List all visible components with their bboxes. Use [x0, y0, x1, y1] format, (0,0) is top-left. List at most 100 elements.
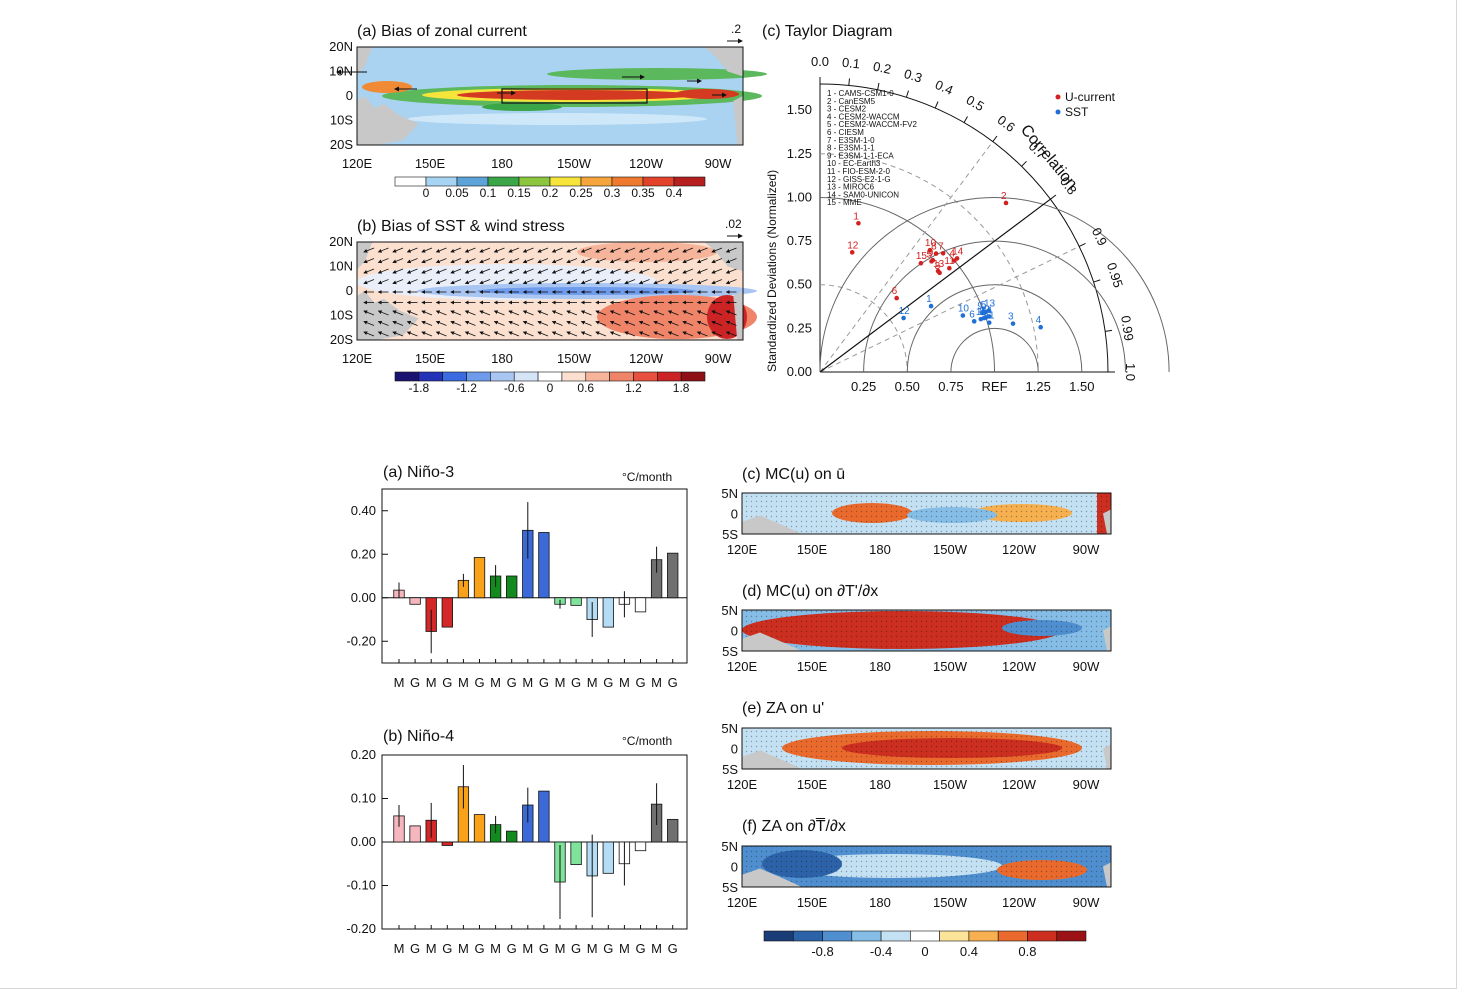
category-label: G: [474, 941, 484, 956]
lat-axis-labels: 20N 10N 0 10S 20S: [329, 39, 353, 152]
wind-stress-vector: [638, 268, 650, 274]
map-border: [741, 845, 1112, 888]
category-label: M: [458, 675, 469, 690]
taylor-y-tick: 1.50: [787, 102, 812, 117]
wind-stress-vector: [363, 247, 375, 253]
wind-stress-vector: [609, 320, 621, 326]
corr-label: 0.5: [964, 92, 987, 114]
colorbar-swatch: [968, 930, 999, 942]
bar: [538, 532, 550, 599]
wind-stress-vector: [580, 331, 592, 337]
lat-label: 10S: [330, 308, 353, 323]
colorbar-label: 0.25: [569, 186, 593, 200]
bar: [473, 557, 486, 599]
lon-label: 90W: [1073, 777, 1100, 792]
wind-stress-vector: [522, 247, 534, 253]
wind-stress-vector: [435, 258, 447, 264]
wind-stress-vector: [580, 310, 592, 316]
point-label: 15: [916, 251, 928, 262]
model-entry: 8 - E3SM-1-1: [827, 144, 875, 153]
wind-stress-vector: [450, 279, 462, 285]
point-label: 9: [977, 301, 983, 312]
wind-stress-vector: [464, 320, 476, 326]
significance-stippling: [742, 728, 1111, 769]
wind-stress-vector: [421, 320, 433, 326]
point-label: 6: [892, 286, 898, 297]
model-entry: 13 - MIROC6: [827, 183, 875, 192]
point-label: 5: [927, 249, 933, 260]
category-label: M: [522, 941, 533, 956]
wind-stress-vector: [508, 331, 520, 337]
colorbar-label: 0.8: [1018, 944, 1036, 959]
wind-stress-vector: [624, 247, 636, 253]
wind-stress-vector: [551, 331, 563, 337]
y-tick-label: 0.00: [351, 834, 376, 849]
u-current-point: [927, 247, 933, 253]
wind-stress-vector: [493, 268, 505, 274]
current-band-east: [675, 89, 739, 99]
corr-label: 0.2: [872, 59, 893, 77]
wind-stress-vector: [479, 279, 491, 285]
sst-point: [960, 313, 966, 318]
wind-stress-vector: [595, 320, 607, 326]
wind-stress-vector: [406, 279, 418, 285]
wind-stress-vector: [522, 268, 534, 274]
legend-marker: [1055, 94, 1061, 100]
wind-stress-vector: [667, 247, 679, 253]
category-label: M: [522, 675, 533, 690]
taylor-y-tick: 0.00: [787, 364, 812, 379]
colorbar-label: 0.2: [542, 186, 559, 200]
panel-e-title: (e) ZA on u': [742, 700, 824, 717]
map-border: [741, 727, 1112, 770]
lon-label: 150W: [933, 777, 968, 792]
corr-label: 0.99: [1118, 315, 1136, 342]
wind-stress-vector: [537, 279, 549, 285]
sst-point: [1010, 321, 1016, 326]
lon-label: 150W: [933, 542, 968, 557]
wind-stress-vector: [725, 268, 737, 274]
wind-stress-vector: [377, 258, 389, 264]
colorbar-label: 0.1: [480, 186, 497, 200]
wind-stress-vector: [377, 268, 389, 274]
lat-label: 5N: [721, 721, 738, 736]
bar: [409, 597, 421, 605]
wind-stress-vector: [522, 320, 534, 326]
lat-label: 10S: [330, 113, 353, 128]
y-tick-label: 0.00: [351, 590, 376, 605]
colorbar-swatch: [642, 176, 675, 187]
wind-stress-vector: [667, 268, 679, 274]
point-label: 12: [847, 240, 859, 251]
wind-stress-vector: [624, 310, 636, 316]
wind-stress-vector: [682, 331, 694, 337]
panel-f-title: (f) ZA on ∂T̅/∂x: [742, 817, 846, 835]
land-maritime-continent: [742, 515, 802, 534]
wind-stress-vector: [392, 268, 404, 274]
wind-stress-vector: [682, 310, 694, 316]
wind-stress-vector: [450, 247, 462, 253]
wind-stress-vector: [508, 320, 520, 326]
wind-stress-vector: [464, 247, 476, 253]
wind-stress-vector: [682, 268, 694, 274]
bar: [602, 841, 614, 874]
point-label: 8: [931, 242, 937, 253]
corr-label: 0.6: [995, 112, 1018, 135]
lon-label: 150E: [415, 156, 446, 171]
lat-axis-labels-b: 20N 10N 0 10S 20S: [329, 234, 353, 347]
wind-stress-vector: [493, 247, 505, 253]
map-border: [356, 46, 744, 146]
wind-stress-vector: [377, 331, 389, 337]
category-label: M: [555, 675, 566, 690]
corr-label: 0.9: [1089, 225, 1110, 248]
wind-stress-vector: [392, 258, 404, 264]
wind-stress-vector: [682, 258, 694, 264]
colorbar-swatch: [880, 930, 911, 942]
category-label: M: [587, 941, 598, 956]
bar: [506, 830, 518, 843]
lat-label: 20N: [329, 234, 353, 249]
colorbar-label: 0.6: [577, 381, 594, 395]
sst-point: [1038, 324, 1043, 330]
sst-point: [983, 315, 989, 320]
wind-stress-vector: [450, 320, 462, 326]
panel-b-title: (b) Bias of SST & wind stress: [357, 218, 565, 235]
category-label: M: [458, 941, 469, 956]
